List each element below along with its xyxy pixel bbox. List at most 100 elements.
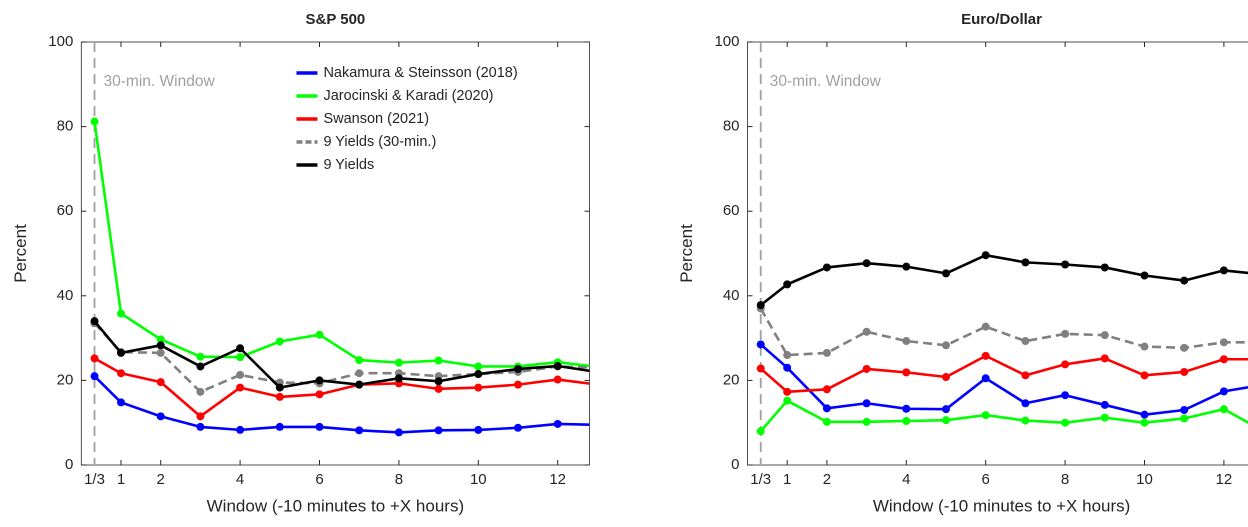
x-tick-label: 2 [823,471,831,488]
data-point [236,344,245,353]
data-point [156,378,165,387]
data-point [783,363,792,372]
x-tick-label: 6 [982,471,990,488]
y-tick-label: 0 [731,456,739,473]
data-point [275,392,284,401]
data-point [275,422,284,431]
data-point [474,370,483,379]
y-tick-label: 80 [723,118,740,135]
data-point [355,426,364,435]
legend-label: Nakamura & Steinsson (2018) [323,65,517,81]
data-point [902,404,911,413]
series-group [90,117,601,437]
data-point [1100,263,1109,272]
legend-label: Swanson (2021) [323,111,429,127]
data-point [1140,371,1149,380]
legend-label: 9 Yields [323,157,374,173]
data-point [394,358,403,367]
series-line [93,322,590,394]
data-point [1180,406,1189,415]
data-point [942,373,950,382]
y-tick-label: 80 [57,118,74,135]
series-line [93,375,590,434]
data-point [355,380,364,389]
data-point [822,263,831,272]
data-point [942,416,950,425]
data-point [981,251,990,260]
data-point [783,387,792,396]
data-point [1061,391,1070,400]
data-point [156,348,165,357]
y-tick-label: 60 [57,202,74,219]
data-point [474,362,483,371]
x-tick-label: 1/3 [84,471,105,488]
data-point [822,417,831,426]
data-point [756,364,765,373]
x-tick-label: 8 [395,471,403,488]
data-point [822,385,831,394]
series-line [759,253,1248,307]
y-axis-label: Percent [11,224,30,283]
series-line [759,307,1248,357]
data-point [434,384,443,393]
data-point [117,369,125,378]
x-tick-label: 1/3 [750,471,771,488]
data-point [1180,276,1189,285]
x-tick-label: 4 [902,471,910,488]
data-point [196,412,205,421]
data-point [236,383,245,392]
data-point [1061,360,1070,369]
x-tick-label: 10 [470,471,487,488]
data-point [1100,331,1109,340]
x-tick-label: 8 [1061,471,1069,488]
data-point [236,370,245,379]
data-point [756,427,765,436]
x-axis-label: Window (-10 minutes to +X hours) [207,496,464,515]
annotation: 30-min. Window [104,73,216,90]
data-point [756,340,765,349]
data-point [1219,338,1228,347]
data-point [1219,405,1228,414]
data-point [942,269,950,278]
y-axis-label: Percent [677,224,696,283]
data-point [90,317,99,326]
data-point [275,383,284,392]
data-point [1219,387,1228,396]
data-point [236,353,245,362]
legend-label: Jarocinski & Karadi (2020) [323,88,493,104]
data-point [553,419,562,428]
data-point [942,341,950,350]
data-point [196,422,205,431]
data-point [117,398,125,407]
data-point [1180,414,1189,423]
data-point [553,375,562,384]
y-tick-label: 0 [65,456,73,473]
data-point [862,417,871,426]
x-axis-label: Window (-10 minutes to +X hours) [873,496,1130,515]
data-point [355,369,364,378]
data-point [593,364,601,372]
data-point [315,376,324,385]
data-point [1021,258,1030,267]
data-point [355,356,364,365]
data-point [156,335,165,344]
plot-box [747,41,1248,466]
series-line [759,354,1248,394]
data-point [981,322,990,331]
data-point [156,412,165,421]
data-point [902,262,911,271]
y-tick-label: 60 [723,202,740,219]
x-tick-label: 12 [549,471,566,488]
data-point [90,117,99,126]
data-point [1100,413,1109,422]
y-tick-label: 40 [723,287,740,304]
data-point [90,372,99,381]
data-point [1061,260,1070,269]
data-point [593,421,601,429]
data-point [1140,342,1149,351]
x-tick-label: 10 [1136,471,1153,488]
data-point [394,428,403,437]
x-tick-label: 4 [236,471,244,488]
